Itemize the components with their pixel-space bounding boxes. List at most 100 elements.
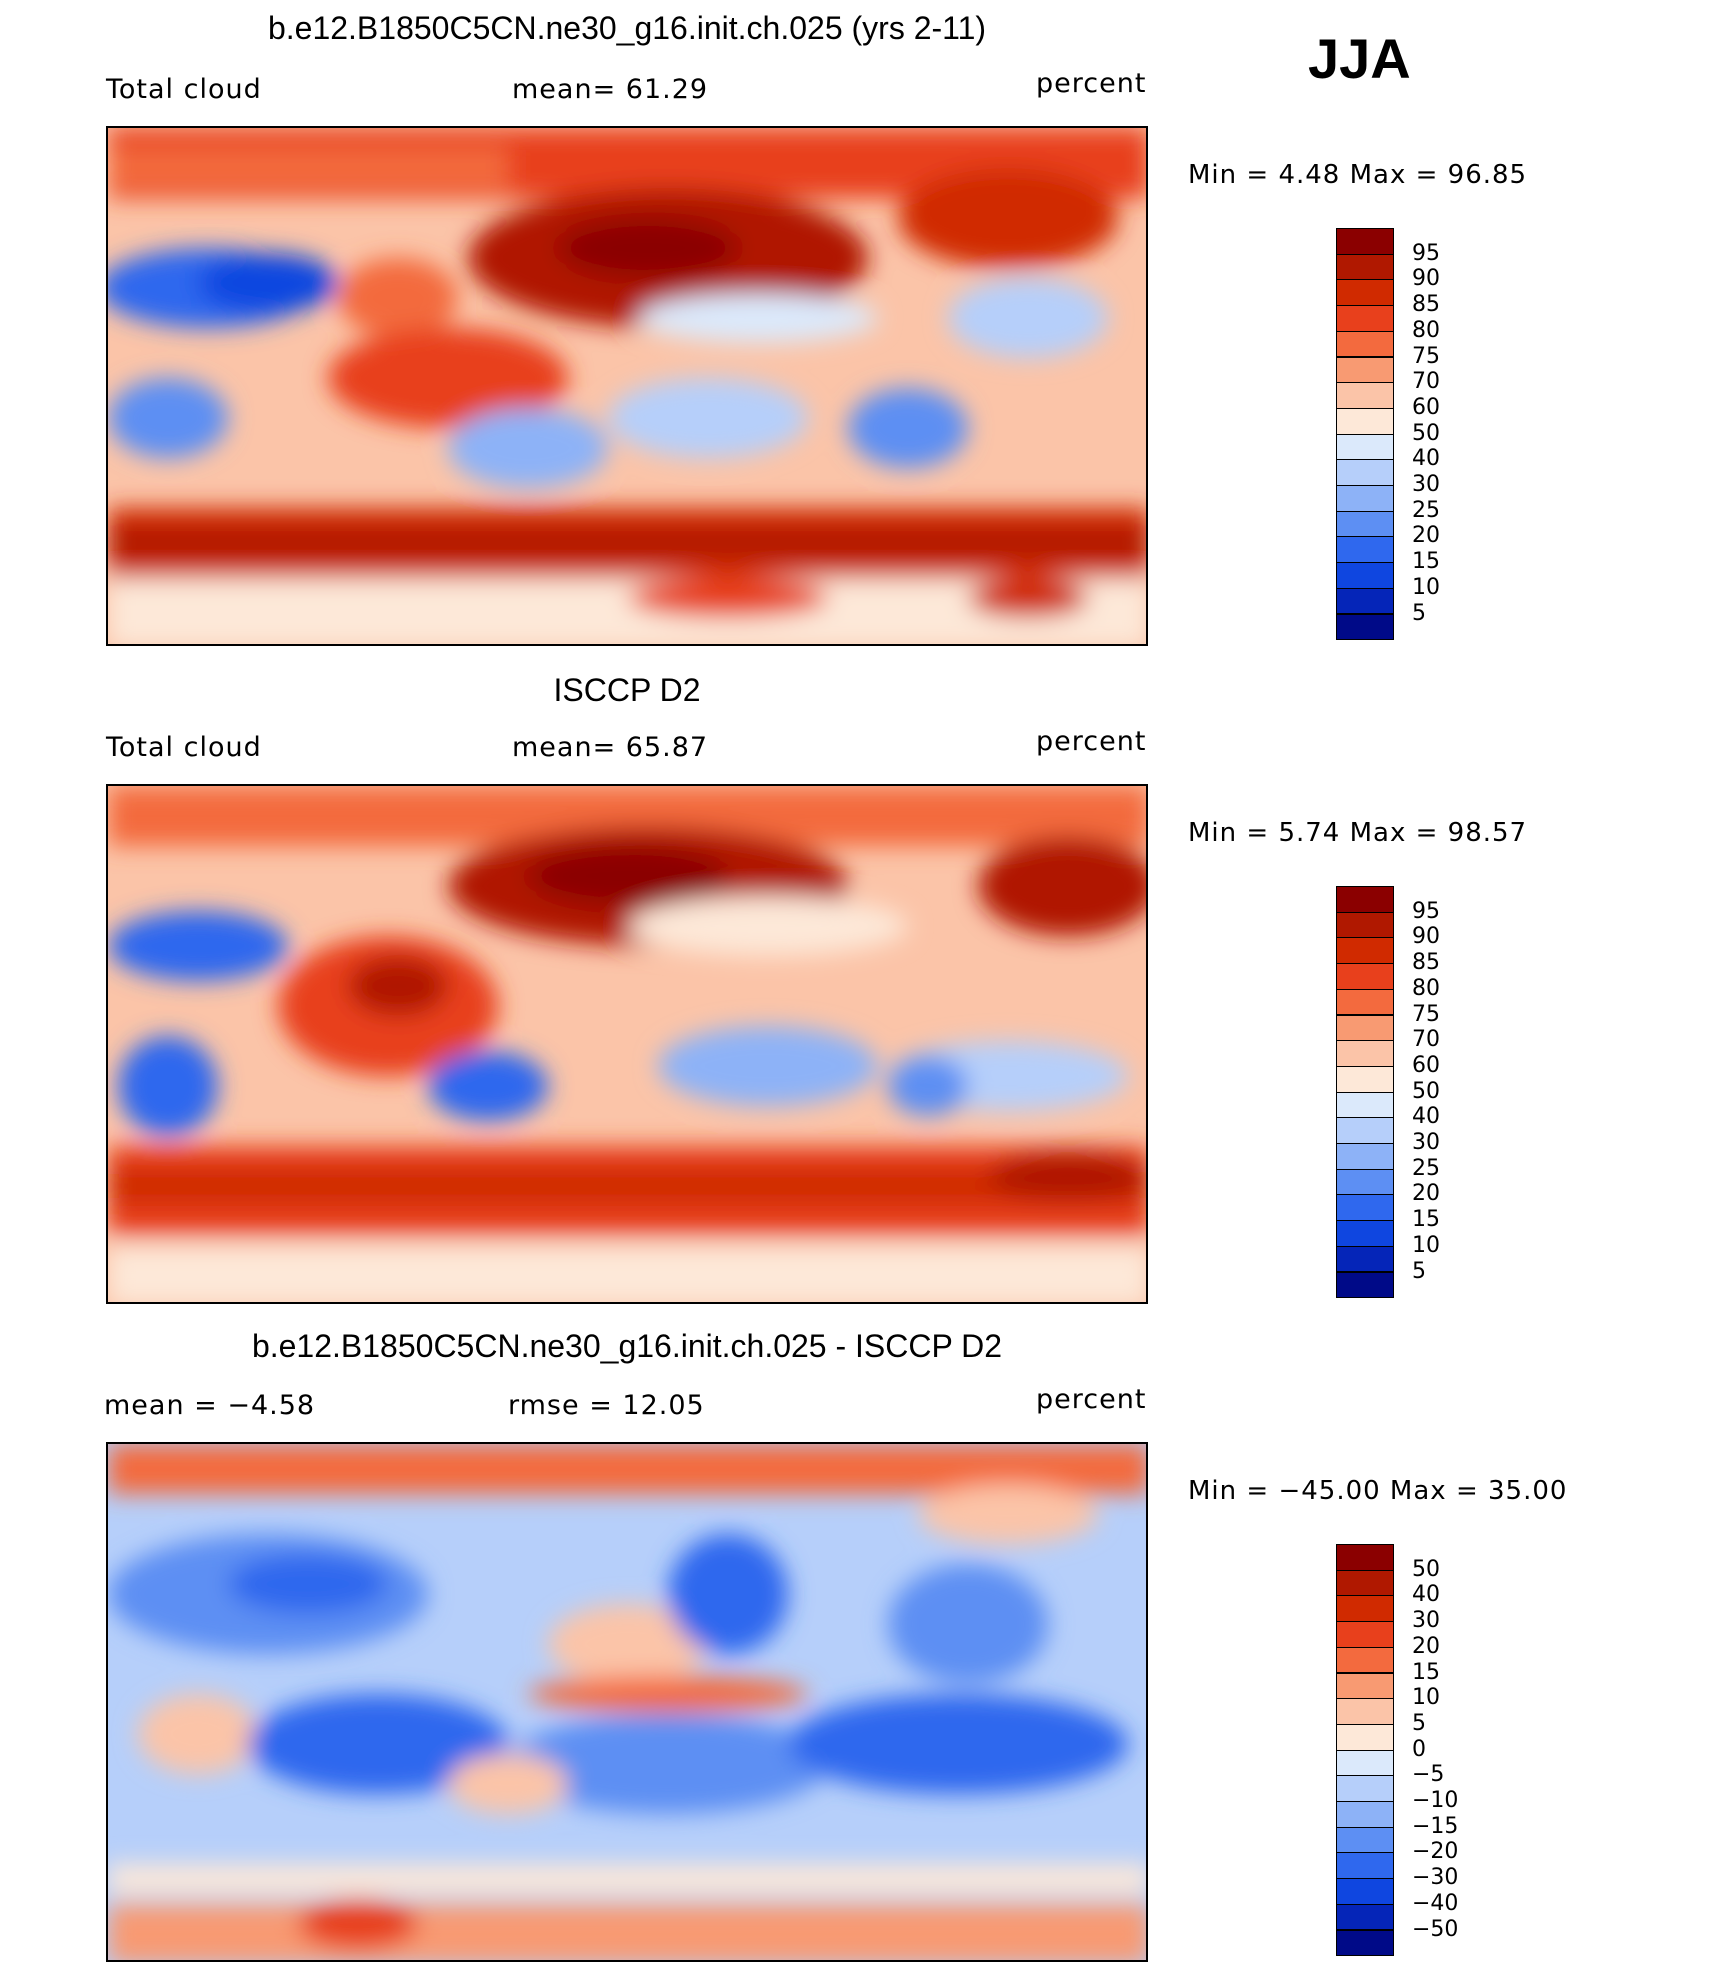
colorbar-swatch <box>1336 1194 1394 1222</box>
panel3-units-label: percent <box>1036 1384 1147 1415</box>
colorbar-label: 95 <box>1412 898 1440 924</box>
colorbar-label: 85 <box>1412 950 1440 976</box>
panel1-minmax: Min = 4.48 Max = 96.85 <box>1188 160 1528 190</box>
season-label: JJA <box>1308 27 1411 90</box>
colorbar-swatch <box>1336 1014 1394 1042</box>
colorbar-label: 90 <box>1412 924 1440 950</box>
colorbar-swatch <box>1336 587 1394 615</box>
colorbar-swatch <box>1336 1672 1394 1700</box>
colorbar-swatch <box>1336 536 1394 564</box>
colorbar-label: −15 <box>1412 1813 1459 1839</box>
colorbar-swatch <box>1336 911 1394 939</box>
colorbar-label: 85 <box>1412 292 1440 318</box>
colorbar-label: 70 <box>1412 369 1440 395</box>
colorbar-label: 5 <box>1412 1710 1426 1736</box>
colorbar-label: 60 <box>1412 394 1440 420</box>
panel2-mean-label: mean= 65.87 <box>512 732 709 763</box>
colorbar-label: −40 <box>1412 1890 1459 1916</box>
colorbar-swatch <box>1336 1903 1394 1931</box>
colorbar-label: 40 <box>1412 1104 1440 1130</box>
colorbar-swatch <box>1336 510 1394 538</box>
colorbar-label: 20 <box>1412 1633 1440 1659</box>
colorbar-label: 40 <box>1412 1582 1440 1608</box>
colorbar-label: 50 <box>1412 1078 1440 1104</box>
colorbar-swatch <box>1336 1852 1394 1880</box>
colorbar-swatch <box>1336 1723 1394 1751</box>
colorbar-label: 80 <box>1412 317 1440 343</box>
panel1-mean-label: mean= 61.29 <box>512 74 709 105</box>
colorbar-swatch <box>1336 1143 1394 1170</box>
colorbar-swatch <box>1336 1245 1394 1273</box>
colorbar-label: −20 <box>1412 1839 1459 1865</box>
colorbar-label: 10 <box>1412 1685 1440 1711</box>
colorbar-label: −50 <box>1412 1916 1459 1942</box>
colorbar-label: 50 <box>1412 420 1440 446</box>
colorbar-swatch <box>1336 1801 1394 1828</box>
colorbar-label: 30 <box>1412 1608 1440 1634</box>
colorbar-swatch <box>1336 1091 1394 1119</box>
colorbar-label: 15 <box>1412 1207 1440 1233</box>
colorbar-swatch <box>1336 1271 1394 1299</box>
colorbar-swatch <box>1336 1544 1394 1571</box>
colorbar-swatch <box>1336 1168 1394 1196</box>
panel1-map <box>106 126 1148 646</box>
colorbar-label: 80 <box>1412 975 1440 1001</box>
colorbar-label: 30 <box>1412 1130 1440 1155</box>
panel3-rmse-label: rmse = 12.05 <box>508 1390 705 1421</box>
colorbar-swatch <box>1336 1065 1394 1093</box>
colorbar-swatch <box>1336 1749 1394 1777</box>
panel2-units-label: percent <box>1036 726 1147 757</box>
colorbar-swatch <box>1336 562 1394 589</box>
panel3-minmax: Min = −45.00 Max = 35.00 <box>1188 1476 1568 1506</box>
panel2-minmax: Min = 5.74 Max = 98.57 <box>1188 818 1528 848</box>
panel1-title: b.e12.B1850C5CN.ne30_g16.init.ch.025 (yr… <box>267 10 987 46</box>
colorbar-swatch <box>1336 459 1394 486</box>
model-total-cloud-map <box>108 128 1146 644</box>
colorbar-swatch <box>1336 1040 1394 1067</box>
colorbar-label: 25 <box>1412 1155 1440 1181</box>
colorbar-swatch <box>1336 407 1394 435</box>
colorbar-label: 95 <box>1412 240 1440 266</box>
colorbar-swatch <box>1336 1698 1394 1725</box>
colorbar-label: 10 <box>1412 1232 1440 1258</box>
colorbar-swatch <box>1336 253 1394 281</box>
colorbar-swatch <box>1336 1220 1394 1247</box>
colorbar-label: 25 <box>1412 497 1440 523</box>
colorbar-swatch <box>1336 937 1394 965</box>
colorbar-swatch <box>1336 1595 1394 1623</box>
colorbar-label: −30 <box>1412 1865 1459 1891</box>
panel2-map <box>106 784 1148 1304</box>
colorbar-label: 15 <box>1412 1659 1440 1685</box>
colorbar-swatch <box>1336 1878 1394 1905</box>
panel2-title: ISCCP D2 <box>553 672 701 708</box>
colorbar-label: 70 <box>1412 1027 1440 1053</box>
colorbar-label: 40 <box>1412 446 1440 472</box>
colorbar-swatch <box>1336 963 1394 990</box>
colorbar-swatch <box>1336 613 1394 641</box>
colorbar-swatch <box>1336 1117 1394 1144</box>
colorbar-swatch <box>1336 1929 1394 1957</box>
colorbar-swatch <box>1336 1646 1394 1674</box>
colorbar-label: 10 <box>1412 574 1440 600</box>
colorbar-label: 90 <box>1412 266 1440 292</box>
colorbar-label: −10 <box>1412 1788 1459 1813</box>
panel3-map <box>106 1442 1148 1962</box>
panel1-variable-label: Total cloud <box>106 74 262 105</box>
colorbar-label: 20 <box>1412 523 1440 549</box>
colorbar-swatch <box>1336 1569 1394 1597</box>
colorbar-swatch <box>1336 485 1394 512</box>
colorbar-label: 20 <box>1412 1181 1440 1207</box>
colorbar-swatch <box>1336 330 1394 358</box>
colorbar-swatch <box>1336 356 1394 384</box>
panel3-mean-label: mean = −4.58 <box>104 1390 316 1421</box>
colorbar-swatch <box>1336 1775 1394 1802</box>
difference-map <box>108 1444 1146 1960</box>
colorbar-swatch <box>1336 886 1394 913</box>
colorbar-swatch <box>1336 382 1394 409</box>
colorbar-swatch <box>1336 1621 1394 1648</box>
colorbar-label: 0 <box>1412 1736 1426 1762</box>
panel3-title: b.e12.B1850C5CN.ne30_g16.init.ch.025 - I… <box>251 1328 1003 1364</box>
isccp-total-cloud-map <box>108 786 1146 1302</box>
panel1-units-label: percent <box>1036 68 1147 99</box>
colorbar-swatch <box>1336 433 1394 461</box>
